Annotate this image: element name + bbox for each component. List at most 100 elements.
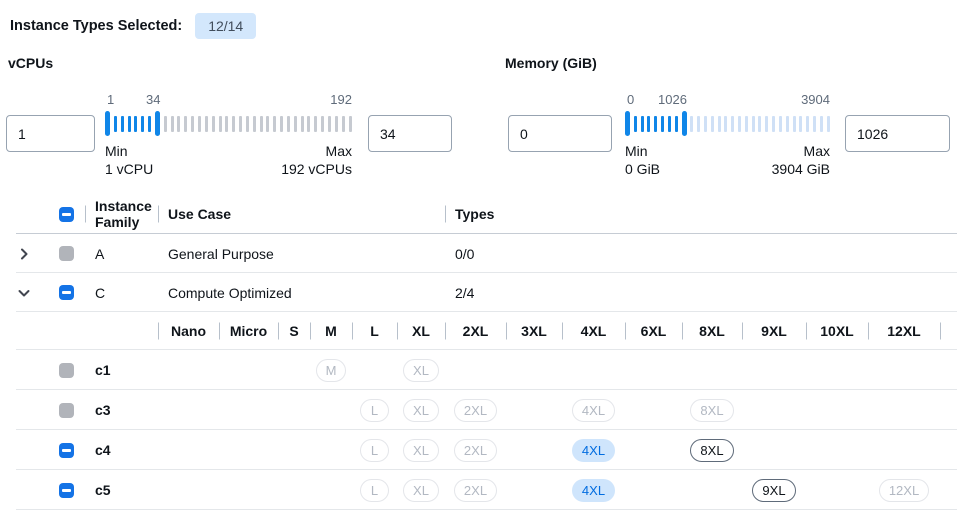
size-column-header: M	[325, 323, 337, 339]
memory-slider: 0 1026 3904 Min 0 GiB Max 3904 GiB	[625, 92, 830, 178]
selected-count-label: Instance Types Selected:	[10, 17, 183, 34]
size-pill-4xl[interactable]: 4XL	[571, 438, 616, 462]
instance-row: c5 L XL 2XL 4XL 9XL 12XL	[0, 470, 957, 510]
size-header-row: Nano Micro S M L XL 2XL 3XL 4XL 6XL 8XL 9XL 10XL 12XL	[0, 312, 957, 350]
slider-tick	[778, 115, 782, 132]
vcpu-min-caption: Min 1 vCPU	[105, 143, 154, 177]
slider-tick	[812, 115, 816, 132]
slider-handle[interactable]	[625, 111, 630, 136]
slider-tick	[204, 115, 208, 132]
slider-tick	[341, 115, 345, 132]
memory-min-caption: Min 0 GiB	[625, 143, 661, 177]
size-column-header: 2XL	[462, 323, 489, 339]
family-name: A	[95, 245, 105, 262]
slider-tick	[148, 115, 152, 132]
size-column-header: XL	[412, 323, 430, 339]
slider-handle[interactable]	[154, 111, 160, 136]
family-name: C	[95, 284, 106, 301]
slider-tick	[286, 115, 290, 132]
vcpu-scale-min: 1	[107, 92, 115, 107]
size-pill-4xl[interactable]: 4XL	[571, 478, 616, 502]
slider-handle[interactable]	[681, 111, 687, 136]
slider-tick	[239, 115, 243, 132]
slider-tick	[334, 115, 338, 132]
size-pill-4xl: 4XL	[571, 398, 616, 422]
size-pill-2xl: 2XL	[453, 398, 498, 422]
size-pill-12xl: 12XL	[878, 478, 930, 502]
slider-tick	[113, 115, 117, 132]
size-pill-9xl[interactable]: 9XL	[752, 478, 796, 502]
size-pill-2xl: 2XL	[453, 438, 498, 462]
row-checkbox-indeterminate[interactable]	[59, 285, 74, 300]
slider-tick	[640, 115, 644, 132]
size-pill-2xl: 2XL	[453, 478, 498, 502]
size-column-header: L	[370, 323, 379, 339]
row-checkbox-indeterminate[interactable]	[59, 442, 74, 458]
slider-tick	[259, 115, 263, 132]
slider-tick	[772, 115, 776, 132]
memory-filter-title: Memory (GiB)	[505, 55, 597, 71]
family-row: C Compute Optimized 2/4	[0, 273, 957, 312]
slider-tick	[177, 115, 181, 132]
family-types-count: 2/4	[455, 284, 475, 301]
slider-tick	[633, 115, 637, 132]
memory-scale-current: 1026	[658, 92, 687, 107]
slider-tick	[170, 115, 174, 132]
memory-max-input[interactable]	[845, 115, 950, 152]
slider-tick	[232, 115, 236, 132]
column-header-types: Types	[445, 194, 957, 234]
selected-count-badge: 12/14	[195, 12, 257, 39]
select-all-checkbox[interactable]	[59, 206, 74, 222]
slider-tick	[197, 115, 201, 132]
selected-count-bar: Instance Types Selected: 12/14	[0, 0, 957, 42]
memory-scale-min: 0	[627, 92, 635, 107]
row-checkbox-indeterminate[interactable]	[59, 482, 74, 498]
slider-tick	[211, 115, 215, 132]
memory-min-input[interactable]	[508, 115, 612, 152]
size-column-header: 12XL	[887, 323, 921, 339]
row-checkbox-disabled	[59, 362, 74, 378]
slider-tick	[667, 115, 671, 132]
slider-tick	[806, 115, 810, 132]
size-pill-8xl[interactable]: 8XL	[690, 438, 734, 462]
memory-slider-track[interactable]	[625, 110, 830, 137]
row-checkbox-disabled	[59, 246, 74, 261]
slider-tick	[826, 115, 830, 132]
slider-tick	[245, 115, 249, 132]
slider-tick	[307, 115, 311, 132]
memory-scale-max: 3904	[801, 92, 830, 107]
filters-panel: vCPUs 1 34 192 Min 1 vCPU Max 192 vCPUs …	[0, 42, 957, 192]
size-column-header: 8XL	[699, 323, 725, 339]
column-header-instance-family: Instance Family	[95, 198, 152, 230]
slider-tick	[127, 115, 131, 132]
slider-tick	[717, 115, 721, 132]
size-pill-xl: XL	[403, 398, 439, 422]
slider-tick	[163, 115, 167, 132]
instance-row: c1 M XL	[0, 350, 957, 390]
instance-name: c5	[95, 482, 111, 498]
vcpu-slider-track[interactable]	[105, 110, 352, 137]
size-pill-m: M	[315, 358, 347, 382]
vcpu-filter-title: vCPUs	[8, 55, 54, 71]
slider-tick	[273, 115, 277, 132]
slider-handle[interactable]	[105, 111, 110, 136]
vcpu-max-input[interactable]	[368, 115, 452, 152]
size-pill-8xl: 8XL	[690, 398, 734, 422]
vcpu-scale-max: 192	[330, 92, 352, 107]
chevron-right-icon[interactable]	[16, 246, 32, 262]
slider-tick	[731, 115, 735, 132]
slider-tick	[710, 115, 714, 132]
chevron-down-icon[interactable]	[16, 285, 32, 301]
slider-tick	[738, 115, 741, 132]
vcpu-min-input[interactable]	[6, 115, 95, 152]
slider-tick	[674, 115, 678, 132]
instance-family-table: Instance Family Use Case Types A General …	[0, 194, 957, 510]
size-pill-l: L	[360, 478, 389, 502]
slider-tick	[300, 115, 304, 132]
slider-tick	[647, 115, 651, 132]
expand-column-header	[0, 194, 48, 234]
slider-tick	[120, 115, 124, 132]
slider-tick	[785, 115, 789, 132]
size-column-header: Micro	[229, 323, 268, 339]
vcpu-slider-scale: 1 34 192	[105, 92, 352, 110]
